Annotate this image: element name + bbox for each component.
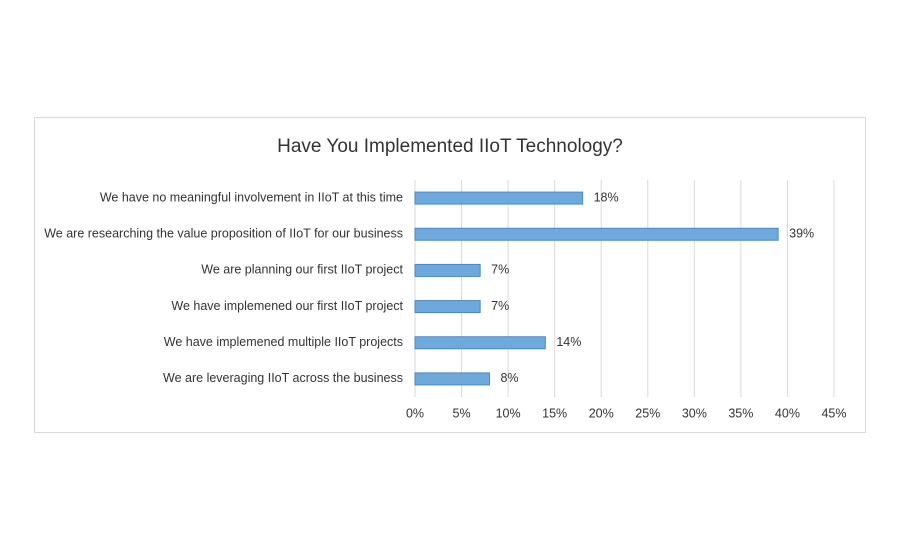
value-label: 8% [500, 371, 518, 385]
x-tick-label: 40% [775, 406, 800, 420]
category-label: We are researching the value proposition… [44, 227, 403, 241]
x-tick-label: 25% [635, 406, 660, 420]
bar [414, 372, 490, 386]
chart-title: Have You Implemented IIoT Technology? [277, 136, 623, 157]
bar [414, 263, 481, 277]
x-tick-label: 30% [682, 406, 707, 420]
value-label: 39% [789, 227, 814, 241]
bar [414, 300, 481, 314]
value-label: 18% [594, 190, 619, 204]
bar [414, 227, 779, 241]
x-tick-label: 20% [589, 406, 614, 420]
x-tick-label: 15% [542, 406, 567, 420]
category-label: We have implemened multiple IIoT project… [164, 335, 403, 349]
x-tick-label: 5% [453, 406, 471, 420]
category-label: We are leveraging IIoT across the busine… [163, 371, 403, 385]
value-label: 7% [491, 263, 509, 277]
bar [414, 336, 546, 350]
category-label: We have implemened our first IIoT projec… [171, 299, 403, 313]
x-tick-label: 10% [496, 406, 521, 420]
x-tick-label: 35% [728, 406, 753, 420]
x-tick-label: 0% [406, 406, 424, 420]
bar [414, 191, 584, 205]
x-tick-label: 45% [821, 406, 846, 420]
category-label: We have no meaningful involvement in IIo… [100, 190, 403, 204]
value-label: 14% [556, 335, 581, 349]
category-label: We are planning our first IIoT project [201, 263, 403, 277]
value-label: 7% [491, 299, 509, 313]
